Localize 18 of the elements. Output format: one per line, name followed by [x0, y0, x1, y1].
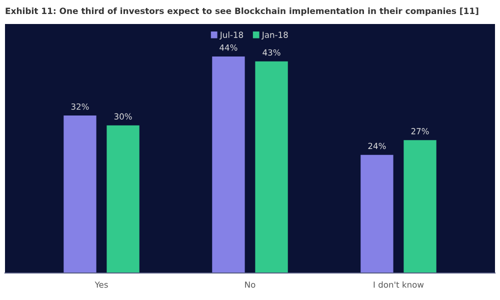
x-tick-label: No: [245, 282, 256, 288]
bar: [360, 154, 394, 273]
bar: [255, 61, 288, 273]
x-tick-label: Yes: [94, 282, 108, 288]
chart-title: Exhibit 11: One third of investors expect to see Blockchain implementation in their companies [11]: [6, 8, 478, 16]
data-label: 32%: [71, 103, 89, 110]
bar: [64, 116, 96, 273]
data-label: 44%: [220, 44, 238, 51]
data-label: 43%: [262, 49, 280, 56]
x-tick-label: I don't know: [374, 281, 424, 288]
data-label: 27%: [411, 128, 429, 134]
bar: [106, 125, 140, 273]
bar: [404, 140, 436, 273]
bar: [212, 56, 245, 273]
data-label: 30%: [114, 113, 132, 120]
legend-label: Jul-18: [220, 32, 244, 40]
legend-label: Jan-18: [262, 32, 288, 40]
data-label: 24%: [368, 142, 386, 150]
